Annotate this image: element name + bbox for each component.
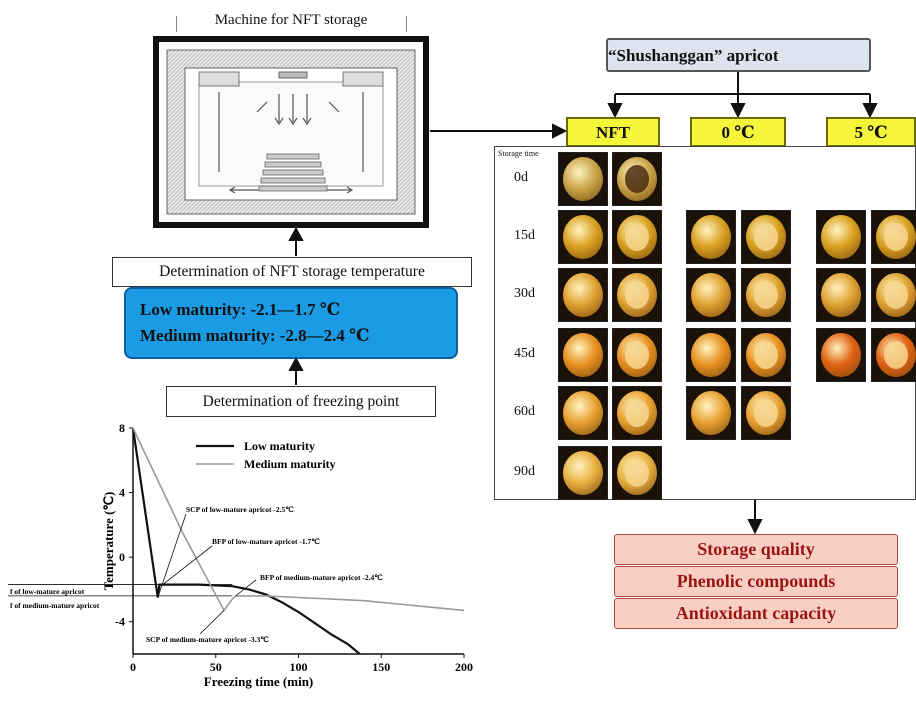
- outcome-storage-quality: Storage quality: [614, 534, 898, 565]
- group-nft: NFT: [566, 117, 660, 147]
- y-axis-label: Temperature (℃): [101, 492, 116, 591]
- apricot-photo-c0-60d-whole: [686, 386, 736, 440]
- series-line-1: [132, 427, 465, 612]
- x-tick-label: 100: [290, 660, 308, 674]
- day-label-0d: 0d: [514, 170, 528, 185]
- apricot-photo-nft-90d-cut: [612, 446, 662, 500]
- annotation-2: BFP of medium-mature apricot -2.4℃: [260, 573, 383, 582]
- apricot-photo-nft-60d-cut: [612, 386, 662, 440]
- freezing-curve-chart: 0 50 100 150 200 8 4 0 -4 Freezing time (min) Temp…: [8, 421, 473, 689]
- day-label-90d: 90d: [514, 464, 535, 479]
- maturity-temperature-box: Low maturity: -2.1—1.7 ℃ Medium maturity…: [124, 287, 458, 359]
- apricot-photo-nft-90d-whole: [558, 446, 608, 500]
- nft-storage-machine: [153, 36, 429, 228]
- apricot-photo-c5-30d-cut: [871, 268, 916, 322]
- day-label-30d: 30d: [514, 286, 535, 301]
- outcome-antioxidant-capacity: Antioxidant capacity: [614, 598, 898, 629]
- apricot-photo-nft-15d-whole: [558, 210, 608, 264]
- apricot-photo-c0-45d-whole: [686, 328, 736, 382]
- apricot-photo-c0-30d-cut: [741, 268, 791, 322]
- medium-maturity-range: Medium maturity: -2.8—2.4 ℃: [140, 326, 370, 345]
- annotation-4: f of low-mature apricot: [10, 587, 85, 596]
- determination-nft-temperature-box: Determination of NFT storage temperature: [112, 257, 472, 287]
- annotation-leader-1: [162, 545, 213, 585]
- day-label-15d: 15d: [514, 228, 535, 243]
- apricot-photo-c5-45d-whole: [816, 328, 866, 382]
- x-tick-label: 200: [455, 660, 473, 674]
- apricot-photo-c0-45d-cut: [741, 328, 791, 382]
- apricot-photo-c5-30d-whole: [816, 268, 866, 322]
- apricot-photo-c0-60d-cut: [741, 386, 791, 440]
- annotation-0: SCP of low-mature apricot -2.5℃: [186, 505, 294, 514]
- apricot-photo-c0-15d-cut: [741, 210, 791, 264]
- legend-label-1: Medium maturity: [244, 457, 336, 471]
- annotation-leader-3: [199, 610, 225, 635]
- storage-time-label: Storage time: [498, 149, 539, 158]
- apricot-photo-nft-0d-cut: [612, 152, 662, 206]
- group-5c: 5 ℃: [826, 117, 916, 147]
- apricot-photo-c0-30d-whole: [686, 268, 736, 322]
- apricot-photo-nft-60d-whole: [558, 386, 608, 440]
- apricot-photo-c5-15d-whole: [816, 210, 866, 264]
- apricot-photo-nft-30d-whole: [558, 268, 608, 322]
- apricot-cultivar-box: “Shushanggan” apricot: [606, 38, 871, 72]
- apricot-photo-c0-15d-whole: [686, 210, 736, 264]
- apricot-photo-c5-45d-cut: [871, 328, 916, 382]
- machine-label-right-bar: [406, 16, 407, 32]
- day-label-45d: 45d: [514, 346, 535, 361]
- x-axis-label: Freezing time (min): [204, 674, 314, 689]
- x-tick-label: 50: [210, 660, 222, 674]
- apricot-photo-nft-30d-cut: [612, 268, 662, 322]
- x-tick-label: 150: [372, 660, 390, 674]
- apricot-photo-nft-15d-cut: [612, 210, 662, 264]
- outcome-phenolic-compounds: Phenolic compounds: [614, 566, 898, 597]
- determination-freezing-point-box: Determination of freezing point: [166, 386, 436, 417]
- apricot-photo-c5-15d-cut: [871, 210, 916, 264]
- low-maturity-range: Low maturity: -2.1—1.7 ℃: [140, 300, 341, 319]
- apricot-photo-nft-0d-whole: [558, 152, 608, 206]
- y-tick-label: -4: [115, 615, 125, 629]
- annotation-5: f of medium-mature apricot: [10, 601, 100, 610]
- annotation-3: SCP of medium-mature apricot -3.3℃: [146, 635, 269, 644]
- x-tick-label: 0: [130, 660, 136, 674]
- apricot-photo-nft-45d-whole: [558, 328, 608, 382]
- apricot-photo-nft-45d-cut: [612, 328, 662, 382]
- y-tick-label: 4: [119, 486, 125, 500]
- legend-label-0: Low maturity: [244, 439, 315, 453]
- annotation-leader-0: [157, 513, 187, 598]
- annotation-1: BFP of low-mature apricot -1.7℃: [212, 537, 320, 546]
- series-line-0: [131, 427, 361, 655]
- annotation-leader-2: [235, 579, 257, 597]
- group-0c: 0 ℃: [690, 117, 786, 147]
- machine-drawing: [166, 49, 416, 215]
- day-label-60d: 60d: [514, 404, 535, 419]
- y-tick-label: 0: [119, 550, 125, 564]
- y-tick-label: 8: [119, 421, 125, 435]
- machine-label: Machine for NFT storage: [214, 12, 368, 28]
- machine-label-left-bar: [176, 16, 177, 32]
